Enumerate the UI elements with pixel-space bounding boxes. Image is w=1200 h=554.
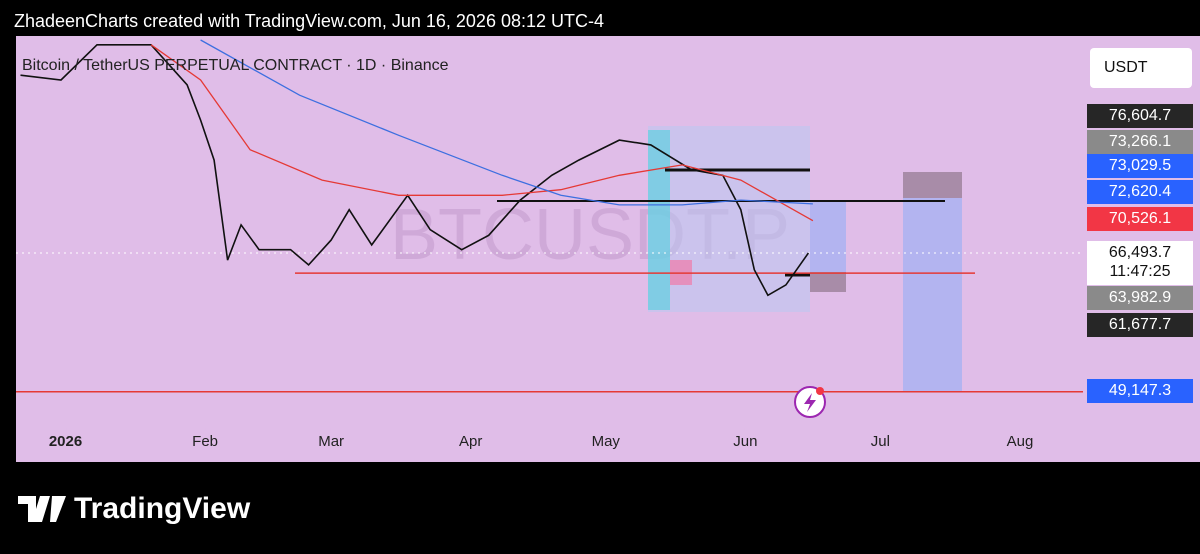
price-label: 72,620.4 [1109,183,1171,200]
price-label: 70,526.1 [1109,210,1171,227]
price-label-box [1087,180,1193,204]
target-box [810,202,846,272]
price-label-box [1087,241,1193,285]
stop-box [903,172,962,198]
volume-profile [648,130,670,310]
price-label: 63,982.9 [1109,289,1171,306]
price-label: 49,147.3 [1109,382,1171,399]
price-label-box [1087,379,1193,403]
price-label-box [1087,313,1193,337]
x-tick-label: Aug [1007,433,1034,450]
x-tick-label: May [592,433,621,450]
price-label-box [1087,207,1193,231]
moving-average [150,44,814,222]
target-box [903,198,962,392]
price-label: 61,677.7 [1109,316,1171,333]
price-label-box [1087,154,1193,178]
price-label: 76,604.7 [1109,107,1171,124]
logo-mark [18,496,66,522]
x-tick-label: Apr [459,433,482,450]
symbol-title: Bitcoin / TetherUS PERPETUAL CONTRACT · … [22,57,449,74]
price-label: 66,493.7 [1109,244,1171,261]
price-label-box [1087,286,1193,310]
alert-dot [816,387,824,395]
currency-button[interactable] [1090,48,1192,88]
logo-text: TradingView [74,492,251,525]
price-label: 11:47:25 [1109,263,1170,280]
price-label-box [1087,130,1193,154]
moving-average [200,39,813,206]
x-tick-label: Feb [192,433,218,450]
alert-bolt [804,393,816,412]
price-label: 73,266.1 [1109,133,1171,150]
plot [16,39,1083,393]
x-tick-label: Jul [871,433,890,450]
stop-box [810,272,846,292]
price-label: 73,029.5 [1109,157,1171,174]
x-tick-label: 2026 [49,433,82,450]
x-tick-label: Mar [318,433,344,450]
currency-button-label[interactable]: USDT [1104,59,1148,76]
price-label-box [1087,104,1193,128]
x-tick-label: Jun [733,433,757,450]
header: ZhadeenCharts created with TradingView.c… [14,11,604,31]
